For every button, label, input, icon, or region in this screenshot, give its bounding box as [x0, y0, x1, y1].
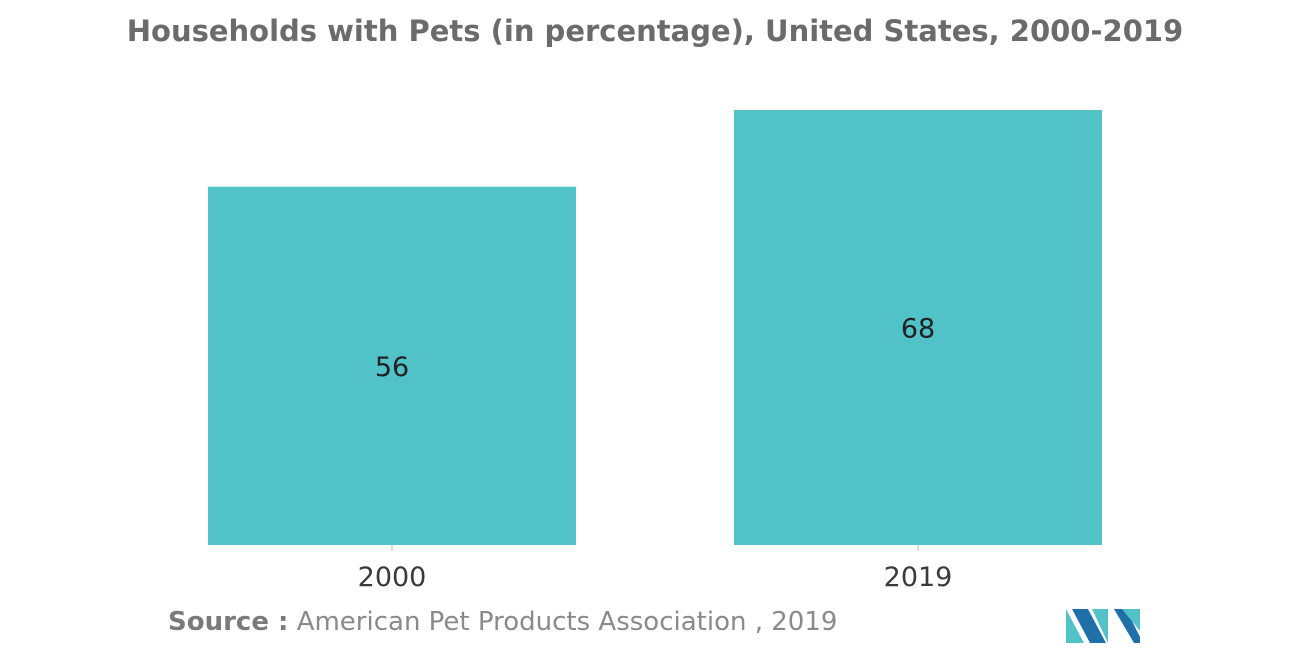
brand-logo-icon	[1066, 609, 1140, 643]
data-label-2000: 56	[375, 352, 409, 383]
source-text: American Pet Products Association , 2019	[296, 607, 838, 637]
x-tick-label-2019: 2019	[884, 562, 953, 593]
chart-title: Households with Pets (in percentage), Un…	[126, 14, 1184, 48]
bar-2000	[208, 186, 576, 545]
source-note: Source : American Pet Products Associati…	[168, 607, 837, 637]
source-label: Source :	[168, 607, 289, 637]
bar-2019	[734, 110, 1102, 545]
x-tick-label-2000: 2000	[358, 562, 427, 593]
data-label-2019: 68	[901, 314, 935, 345]
